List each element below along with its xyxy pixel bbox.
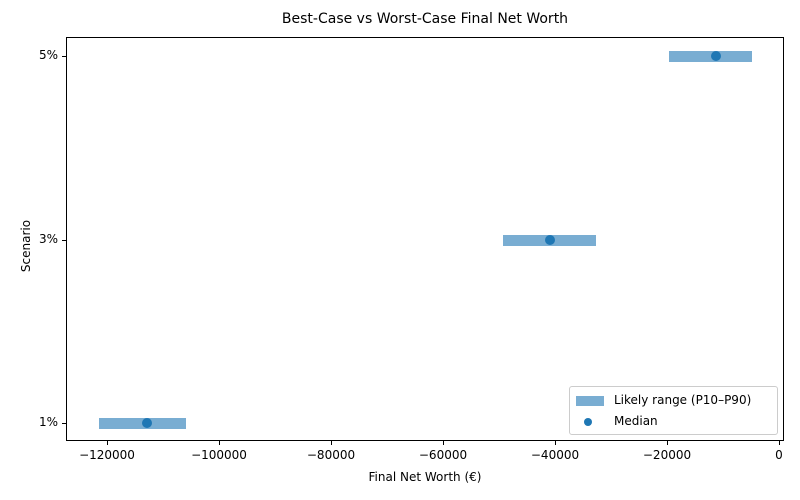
x-tick-label: −40000	[530, 448, 580, 462]
x-tick	[107, 441, 108, 445]
median-marker	[141, 418, 152, 428]
y-tick-label: 3%	[38, 232, 58, 246]
x-tick-label: −80000	[306, 448, 356, 462]
x-tick-label: −100000	[191, 448, 247, 462]
x-tick	[779, 441, 780, 445]
x-axis-label: Final Net Worth (€)	[368, 470, 482, 484]
legend-median-label: Median	[614, 414, 658, 428]
x-tick-label: 0	[775, 448, 783, 462]
chart-title: Best-Case vs Worst-Case Final Net Worth	[281, 11, 569, 27]
x-tick-label: −120000	[79, 448, 135, 462]
x-tick	[667, 441, 668, 445]
x-tick-label: −20000	[642, 448, 692, 462]
y-tick-label: 5%	[38, 48, 58, 62]
y-tick	[62, 423, 66, 424]
median-marker	[710, 51, 721, 61]
y-tick	[62, 240, 66, 241]
y-tick-label: 1%	[38, 415, 58, 429]
x-tick	[331, 441, 332, 445]
legend-range-label: Likely range (P10–P90)	[614, 393, 752, 407]
legend-range-swatch-icon	[576, 396, 604, 406]
y-tick	[62, 56, 66, 57]
plot-area	[66, 37, 784, 441]
legend-median-marker-icon	[584, 418, 592, 426]
range-bar	[669, 51, 753, 62]
legend: Likely range (P10–P90) Median	[569, 386, 778, 435]
x-tick	[443, 441, 444, 445]
median-marker	[544, 235, 555, 245]
x-tick-label: −60000	[418, 448, 468, 462]
x-tick	[555, 441, 556, 445]
y-axis-label: Scenario	[19, 219, 33, 273]
x-tick	[219, 441, 220, 445]
